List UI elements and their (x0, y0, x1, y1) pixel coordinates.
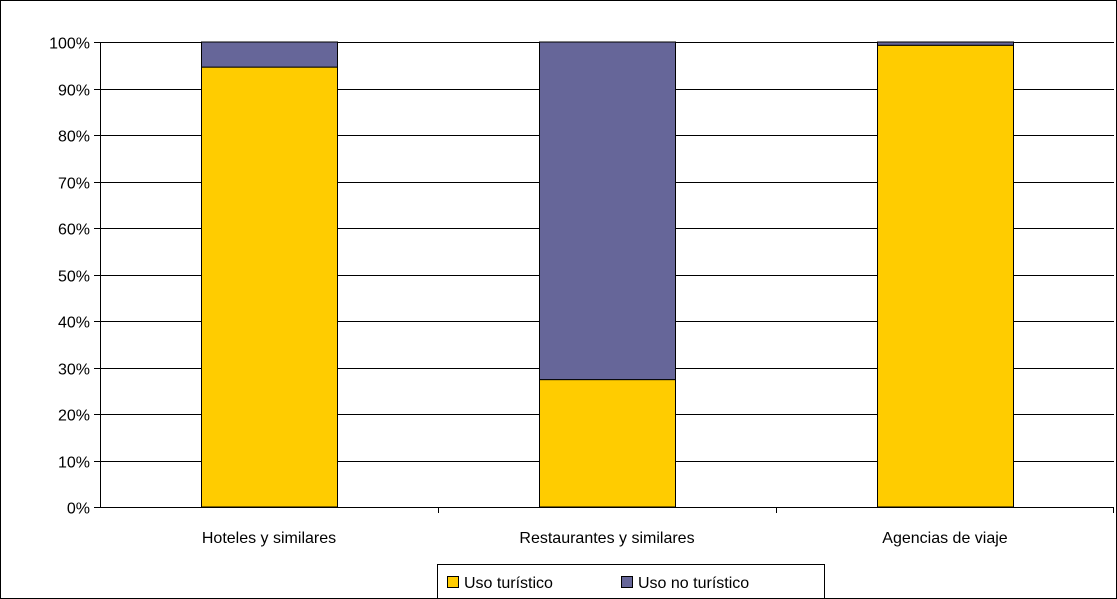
x-category-labels: Hoteles y similares Restaurantes y simila… (202, 530, 1008, 547)
y-tick-label: 20% (58, 408, 90, 425)
bar-uso-no-turistico (877, 41, 1014, 46)
y-tick-label: 50% (58, 269, 90, 286)
bar-uso-no-turistico (201, 41, 338, 68)
legend-swatch (447, 576, 459, 588)
y-tick-label: 100% (49, 36, 90, 53)
y-tick-labels: 0% 10% 20% 30% 40% 50% 60% 70% 80% 90% 100% (49, 36, 90, 518)
y-tick-label: 70% (58, 176, 90, 193)
y-tick-label: 0% (67, 501, 90, 518)
y-tick-label: 60% (58, 222, 90, 239)
y-tick-label: 80% (58, 129, 90, 146)
bar-uso-turistico (539, 379, 676, 508)
x-category-label: Restaurantes y similares (519, 530, 694, 547)
bar-uso-no-turistico (539, 41, 676, 381)
legend-box (437, 564, 825, 599)
y-tick-label: 40% (58, 315, 90, 332)
axes (94, 42, 1114, 513)
x-category-label: Hoteles y similares (202, 530, 336, 547)
y-tick-label: 30% (58, 362, 90, 379)
legend-label: Uso no turístico (638, 575, 749, 592)
legend: Uso turístico Uso no turístico (437, 564, 825, 599)
y-tick-label: 90% (58, 83, 90, 100)
y-tick-label: 10% (58, 455, 90, 472)
x-category-label: Agencias de viaje (882, 530, 1008, 547)
legend-label: Uso turístico (464, 575, 553, 592)
legend-swatch (621, 576, 633, 588)
bar-uso-turistico (877, 44, 1014, 508)
bars (201, 41, 1014, 508)
bar-uso-turistico (201, 66, 338, 508)
